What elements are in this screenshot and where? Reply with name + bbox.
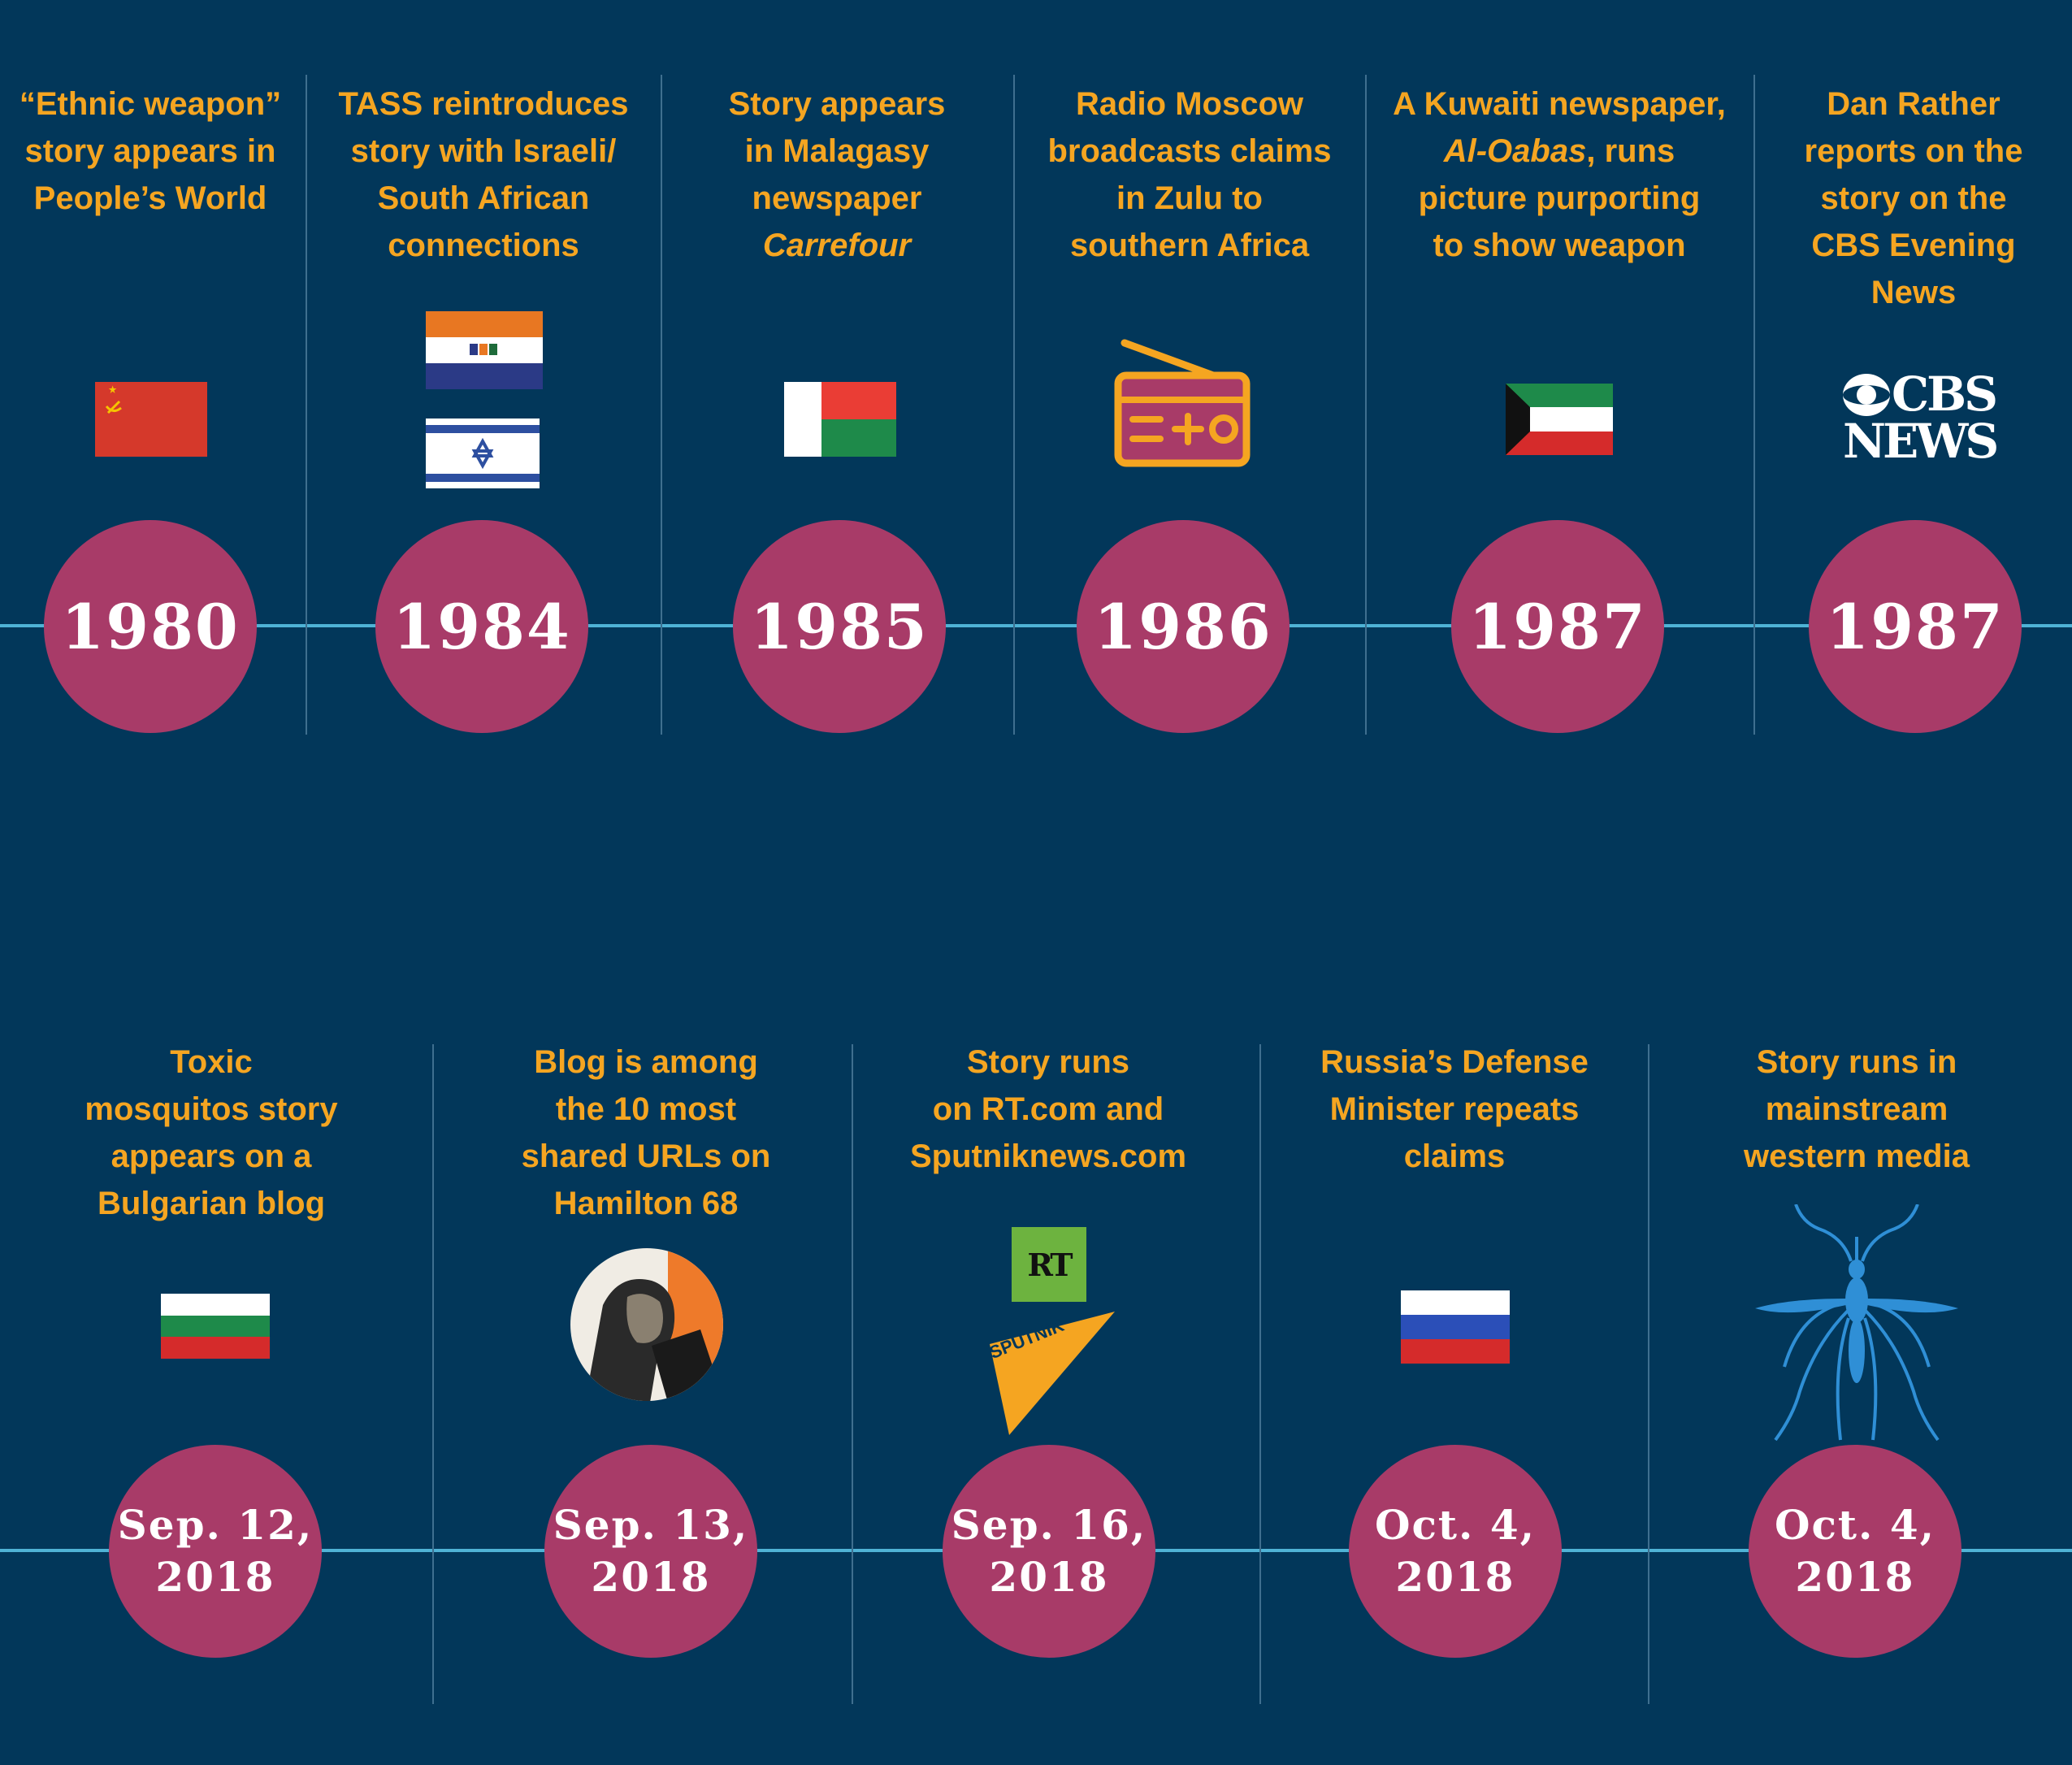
year-circle-1984: 1984 [375, 520, 588, 733]
divider [1365, 75, 1367, 735]
russia-flag-icon [1401, 1290, 1510, 1364]
israel-flag-icon [426, 418, 540, 488]
event-1980-text: “Ethnic weapon” story appears in People’… [19, 86, 282, 216]
year-circle-1987-cbs: 1987 [1809, 520, 2022, 733]
event-1984-text: TASS reintroduces story with Israeli/ So… [338, 86, 629, 263]
kuwait-flag-icon [1506, 384, 1613, 455]
date-circle-sep13: Sep. 13, 2018 [544, 1445, 757, 1658]
divider [432, 1044, 434, 1704]
date-circle-oct4-russia: Oct. 4, 2018 [1349, 1445, 1562, 1658]
divider [1753, 75, 1755, 735]
news-logo-text: NEWS [1843, 414, 1999, 469]
bulgaria-flag-icon [161, 1294, 270, 1359]
event-oct4-russia-text: Russia’s Defense Minister repeats claims [1320, 1044, 1589, 1174]
timeline-line-top [0, 624, 2072, 627]
madagascar-flag-icon [784, 382, 896, 457]
cbs-eye-icon [1843, 374, 1890, 416]
cbs-news-logo: CBS NEWS [1841, 366, 1999, 470]
date-circle-sep12: Sep. 12, 2018 [109, 1445, 322, 1658]
divider [306, 75, 307, 735]
year-circle-1980: 1980 [44, 520, 257, 733]
event-sep12-text: Toxic mosquitos story appears on a Bulga… [85, 1044, 338, 1221]
cbs-logo-text: CBS [1892, 366, 1998, 422]
rt-logo: RT [1012, 1227, 1086, 1302]
date-circle-sep16: Sep. 16, 2018 [943, 1445, 1155, 1658]
divider [852, 1044, 853, 1704]
ussr-flag-icon [95, 382, 207, 457]
divider [661, 75, 662, 735]
year-circle-1986: 1986 [1077, 520, 1290, 733]
rt-logo-text: RT [1027, 1246, 1073, 1283]
event-1987-cbs-text: Dan Rather reports on the story on the C… [1804, 86, 2023, 310]
divider [1013, 75, 1015, 735]
event-1986-text: Radio Moscow broadcasts claims in Zulu t… [1047, 86, 1332, 263]
radio-icon [1114, 339, 1251, 467]
divider [1648, 1044, 1649, 1704]
mosquito-icon [1755, 1204, 1958, 1442]
sputnik-logo [990, 1312, 1115, 1435]
event-1985-text: Story appears in Malagasy newspaper Carr… [728, 86, 946, 263]
date-circle-oct4-media: Oct. 4, 2018 [1749, 1445, 1961, 1658]
divider [1259, 1044, 1261, 1704]
event-1987-kuwait-text: A Kuwaiti newspaper, Al-Oabas, runs pict… [1393, 86, 1726, 263]
year-circle-1985: 1985 [733, 520, 946, 733]
event-sep16-text: Story runs on RT.com and Sputniknews.com [909, 1044, 1187, 1174]
newspaper-name: Al-Oabas [1443, 133, 1587, 169]
portrait-icon [570, 1248, 723, 1401]
south-africa-flag-icon [426, 311, 543, 389]
event-oct4-media-text: Story runs in mainstream western media [1744, 1044, 1970, 1174]
year-circle-1987-kuwait: 1987 [1451, 520, 1664, 733]
event-sep13-text: Blog is among the 10 most shared URLs on… [521, 1044, 771, 1221]
